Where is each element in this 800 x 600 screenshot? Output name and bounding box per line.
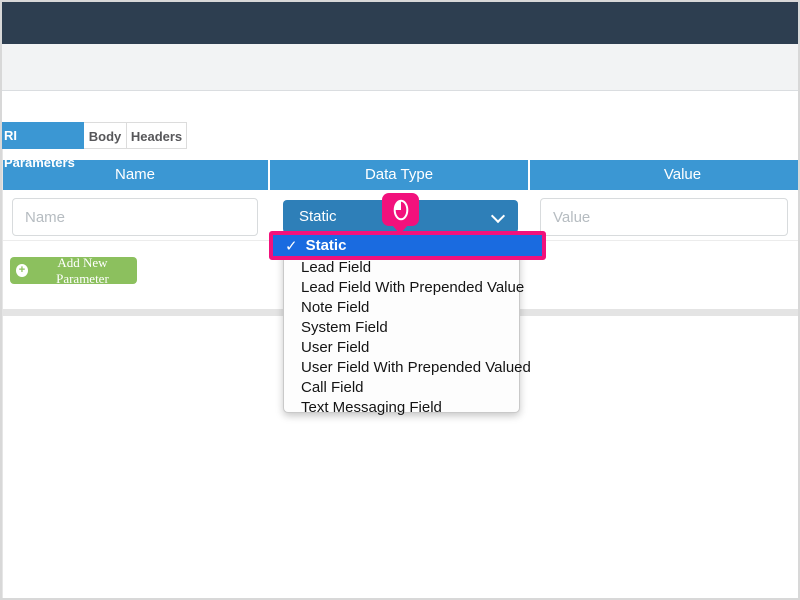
plus-circle-icon: +	[16, 264, 28, 277]
top-navbar	[2, 2, 798, 44]
mouse-click-indicator-icon	[382, 193, 419, 234]
toolbar-strip	[2, 44, 798, 91]
dropdown-option-call-field[interactable]: Call Field	[301, 379, 364, 396]
checkmark-icon: ✓	[285, 237, 298, 255]
dropdown-option-text-messaging-field[interactable]: Text Messaging Field	[301, 399, 442, 416]
panel-left-border	[2, 149, 3, 309]
badge-pointer-tail	[392, 225, 408, 234]
column-header-value: Value	[530, 160, 800, 190]
add-new-parameter-button[interactable]: + Add New Parameter	[10, 254, 137, 286]
dropdown-option-system-field[interactable]: System Field	[301, 319, 388, 336]
chevron-down-icon	[490, 208, 506, 224]
dropdown-option-user-field[interactable]: User Field	[301, 339, 370, 356]
column-header-data-type: Data Type	[270, 160, 528, 190]
add-new-parameter-label: Add New Parameter	[56, 254, 109, 286]
data-type-dropdown-list: Lead Field Lead Field With Prepended Val…	[283, 235, 531, 416]
dropdown-option-static-selected[interactable]: ✓ Static	[269, 231, 546, 260]
dropdown-option-note-field[interactable]: Note Field	[301, 299, 370, 316]
value-input[interactable]	[540, 198, 788, 236]
dropdown-option-lead-field[interactable]: Lead Field	[301, 259, 372, 276]
dropdown-option-user-field-with-prepended-valued[interactable]: User Field With Prepended Valued	[301, 359, 531, 376]
tab-bar: RI Parameters Body Headers	[2, 122, 187, 170]
name-input[interactable]	[12, 198, 258, 236]
column-header-name: Name	[2, 160, 268, 190]
tab-headers[interactable]: Headers	[127, 122, 187, 149]
mouse-icon	[393, 199, 408, 220]
tab-body[interactable]: Body	[84, 122, 127, 149]
data-type-selected-value: Static	[299, 208, 337, 225]
tab-uri-parameters[interactable]: RI Parameters	[2, 122, 84, 170]
panel-left-border	[2, 316, 3, 598]
selected-option-label: Static	[305, 237, 347, 254]
dropdown-option-lead-field-with-prepended-value[interactable]: Lead Field With Prepended Value	[301, 279, 525, 296]
